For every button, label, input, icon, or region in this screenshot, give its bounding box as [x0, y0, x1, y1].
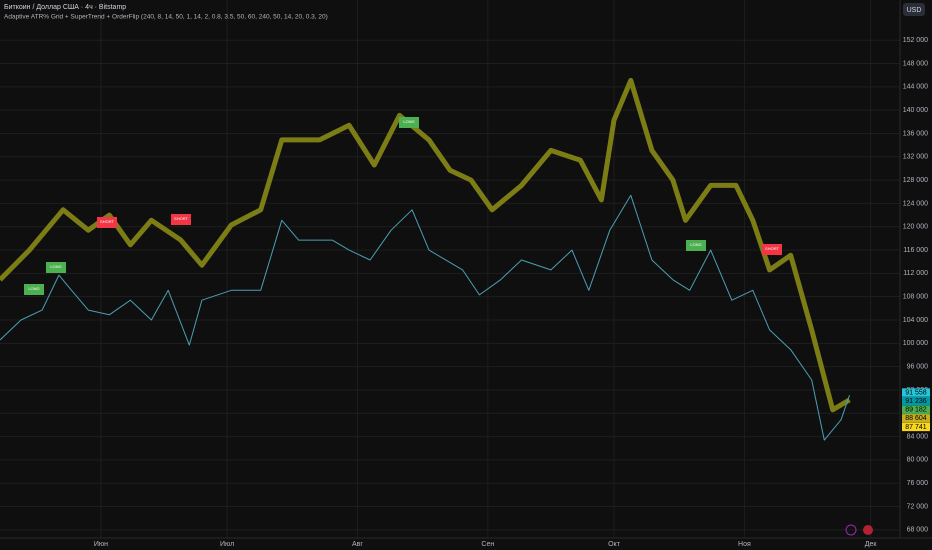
- y-tick-label: 140 000: [903, 107, 928, 114]
- x-tick-label: Дек: [865, 541, 878, 548]
- signal-label: LONG: [50, 264, 61, 269]
- y-tick-label: 136 000: [903, 130, 928, 137]
- y-tick-label: 100 000: [903, 340, 928, 347]
- price-label: 87 741: [905, 424, 927, 431]
- x-tick-label: Окт: [608, 541, 621, 548]
- series-line: [0, 194, 850, 441]
- y-tick-label: 128 000: [903, 177, 928, 184]
- y-tick-label: 132 000: [903, 154, 928, 161]
- icon[interactable]: [845, 524, 857, 536]
- y-tick-label: 76 000: [907, 480, 929, 487]
- y-tick-label: 84 000: [907, 433, 929, 440]
- icon[interactable]: [863, 525, 873, 535]
- y-tick-label: 116 000: [903, 247, 928, 254]
- y-tick-label: 72 000: [907, 503, 929, 510]
- price-label-box: [902, 414, 930, 423]
- price-label-box: [902, 388, 930, 397]
- y-tick-label: 68 000: [907, 527, 929, 534]
- y-tick-label: 152 000: [903, 37, 928, 44]
- currency-button[interactable]: [903, 3, 925, 16]
- y-tick-label: 148 000: [903, 60, 928, 67]
- y-tick-label: 96 000: [907, 363, 929, 370]
- price-label-box: [902, 422, 930, 432]
- price-label-box: [902, 396, 930, 406]
- y-tick-label: 124 000: [903, 200, 928, 207]
- price-label: 89 182: [905, 407, 927, 414]
- signal-label: LONG: [403, 119, 414, 124]
- signal-box: [46, 262, 66, 273]
- price-label: 91 558: [905, 389, 927, 396]
- price-label-box: [902, 405, 930, 414]
- signal-label: SHORT: [100, 219, 114, 224]
- x-tick-label: Сен: [481, 541, 494, 548]
- signal-label: LONG: [690, 242, 701, 247]
- y-tick-label: 120 000: [903, 224, 928, 231]
- signal-box: [686, 240, 706, 251]
- signals: LONG LONG SHORT SHORT LONG LONG SHORT: [24, 117, 782, 295]
- signal-box: [399, 117, 419, 128]
- chart-title: Биткоин / Доллар США · 4ч · Bitstamp: [4, 4, 126, 11]
- indicator-title: Adaptive ATR% Grid + SuperTrend + OrderF…: [4, 14, 328, 21]
- series-line: [0, 77, 851, 413]
- price-label: 88 604: [905, 415, 927, 422]
- y-tick-label: 144 000: [903, 84, 928, 91]
- x-tick-label: Июл: [220, 541, 234, 548]
- price-label: 91 236: [905, 398, 927, 405]
- signal-label: LONG: [28, 286, 39, 291]
- signal-box: [762, 244, 782, 255]
- x-tick-label: Июн: [94, 541, 108, 548]
- y-tick-label: 80 000: [907, 457, 929, 464]
- y-tick-label: 112 000: [903, 270, 928, 277]
- currency-label[interactable]: USD: [907, 7, 922, 14]
- y-tick-label: 104 000: [903, 317, 928, 324]
- signal-label: SHORT: [174, 216, 188, 221]
- y-tick-label: 108 000: [903, 294, 928, 301]
- signal-label: SHORT: [765, 246, 779, 251]
- signal-box: [171, 214, 191, 225]
- signal-box: [97, 217, 117, 228]
- x-tick-label: Ноя: [738, 541, 751, 548]
- plot: [0, 0, 900, 538]
- x-tick-label: Авг: [352, 541, 363, 548]
- signal-box: [24, 284, 44, 295]
